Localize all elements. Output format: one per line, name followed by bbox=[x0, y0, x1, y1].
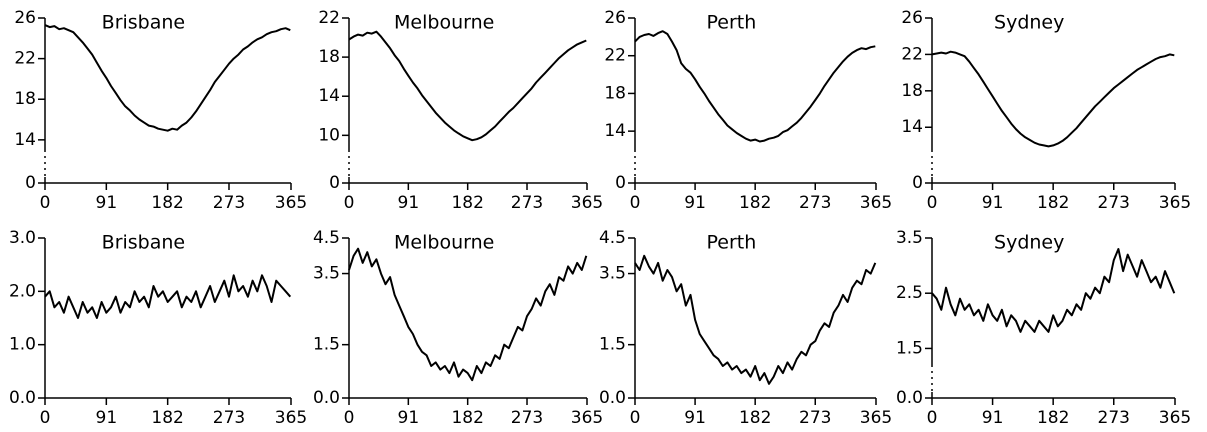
x-tick-label: 273 bbox=[511, 408, 543, 428]
y-tick-label: 4.5 bbox=[313, 228, 340, 248]
x-tick-label: 91 bbox=[96, 408, 118, 428]
chart-title: Sydney bbox=[994, 232, 1064, 254]
y-tick-label: 1.5 bbox=[313, 335, 340, 355]
chart-title: Melbourne bbox=[394, 232, 494, 254]
y-tick-label: 0 bbox=[615, 173, 626, 193]
data-line bbox=[634, 254, 877, 385]
y-tick-label: 0.0 bbox=[313, 388, 340, 408]
x-tick-label: 0 bbox=[344, 408, 355, 428]
y-tick-label: 22 bbox=[604, 46, 626, 66]
y-tick-label: 2.0 bbox=[9, 281, 36, 301]
x-tick-label: 365 bbox=[1159, 408, 1191, 428]
x-tick-label: 91 bbox=[96, 193, 118, 213]
y-tick-label: 3.5 bbox=[896, 228, 923, 248]
y-tick-label: 14 bbox=[901, 117, 923, 137]
data-line bbox=[348, 247, 588, 382]
x-tick-label: 273 bbox=[799, 408, 831, 428]
x-tick-label: 0 bbox=[927, 408, 938, 428]
data-line bbox=[931, 248, 1176, 333]
y-tick-label: 22 bbox=[318, 8, 340, 28]
y-tick-label: 18 bbox=[604, 83, 626, 103]
x-tick-label: 273 bbox=[213, 193, 245, 213]
y-tick-label: 26 bbox=[14, 8, 36, 28]
chart-title: Brisbane bbox=[102, 232, 185, 254]
y-tick-label: 10 bbox=[318, 125, 340, 145]
y-tick-label: 22 bbox=[14, 49, 36, 69]
y-tick-label: 3.0 bbox=[9, 228, 36, 248]
x-tick-label: 0 bbox=[40, 408, 51, 428]
x-tick-label: 273 bbox=[511, 193, 543, 213]
chart-title: Sydney bbox=[994, 12, 1064, 34]
x-tick-label: 273 bbox=[213, 408, 245, 428]
x-tick-label: 182 bbox=[451, 193, 483, 213]
x-tick-label: 365 bbox=[275, 193, 307, 213]
data-line bbox=[931, 50, 1175, 148]
data-line bbox=[348, 30, 587, 142]
x-tick-label: 365 bbox=[860, 193, 892, 213]
y-tick-label: 18 bbox=[14, 89, 36, 109]
x-tick-label: 182 bbox=[1037, 408, 1069, 428]
x-tick-label: 0 bbox=[40, 193, 51, 213]
y-tick-label: 14 bbox=[604, 121, 626, 141]
y-tick-label: 26 bbox=[604, 8, 626, 28]
data-line bbox=[44, 24, 291, 132]
x-tick-label: 0 bbox=[344, 193, 355, 213]
x-tick-label: 0 bbox=[630, 408, 641, 428]
y-tick-label: 0.0 bbox=[9, 388, 36, 408]
y-tick-label: 1.5 bbox=[599, 335, 626, 355]
y-tick-label: 1.0 bbox=[9, 335, 36, 355]
x-tick-label: 182 bbox=[739, 408, 771, 428]
x-tick-label: 182 bbox=[151, 408, 183, 428]
data-line bbox=[634, 30, 876, 143]
x-tick-label: 273 bbox=[1098, 408, 1130, 428]
x-tick-label: 365 bbox=[571, 408, 603, 428]
y-tick-label: 0.0 bbox=[599, 388, 626, 408]
x-tick-label: 0 bbox=[630, 193, 641, 213]
x-tick-label: 365 bbox=[275, 408, 307, 428]
y-tick-label: 3.5 bbox=[599, 264, 626, 284]
x-tick-label: 91 bbox=[684, 408, 706, 428]
y-tick-label: 14 bbox=[318, 86, 340, 106]
x-tick-label: 273 bbox=[1098, 193, 1130, 213]
data-line bbox=[44, 274, 292, 319]
chart-title: Melbourne bbox=[394, 12, 494, 34]
x-tick-label: 365 bbox=[860, 408, 892, 428]
y-tick-label: 18 bbox=[318, 47, 340, 67]
x-tick-label: 91 bbox=[982, 408, 1004, 428]
y-tick-label: 2.5 bbox=[896, 283, 923, 303]
y-tick-label: 18 bbox=[901, 81, 923, 101]
x-tick-label: 365 bbox=[1159, 193, 1191, 213]
x-tick-label: 182 bbox=[739, 193, 771, 213]
y-tick-label: 0 bbox=[329, 173, 340, 193]
x-tick-label: 273 bbox=[799, 193, 831, 213]
x-tick-label: 182 bbox=[451, 408, 483, 428]
chart-title: Perth bbox=[707, 232, 757, 254]
chart-title: Perth bbox=[707, 12, 757, 34]
y-tick-label: 1.5 bbox=[896, 338, 923, 358]
x-tick-label: 182 bbox=[151, 193, 183, 213]
x-tick-label: 91 bbox=[684, 193, 706, 213]
y-tick-label: 0 bbox=[912, 173, 923, 193]
y-tick-label: 22 bbox=[901, 44, 923, 64]
y-tick-label: 14 bbox=[14, 130, 36, 150]
chart-title: Brisbane bbox=[102, 12, 185, 34]
x-tick-label: 91 bbox=[982, 193, 1004, 213]
x-tick-label: 91 bbox=[398, 193, 420, 213]
x-tick-label: 182 bbox=[1037, 193, 1069, 213]
x-tick-label: 365 bbox=[571, 193, 603, 213]
y-tick-label: 3.5 bbox=[313, 264, 340, 284]
y-tick-label: 0.0 bbox=[896, 388, 923, 408]
y-tick-label: 0 bbox=[25, 173, 36, 193]
x-tick-label: 0 bbox=[927, 193, 938, 213]
y-tick-label: 26 bbox=[901, 8, 923, 28]
x-tick-label: 91 bbox=[398, 408, 420, 428]
y-tick-label: 4.5 bbox=[599, 228, 626, 248]
